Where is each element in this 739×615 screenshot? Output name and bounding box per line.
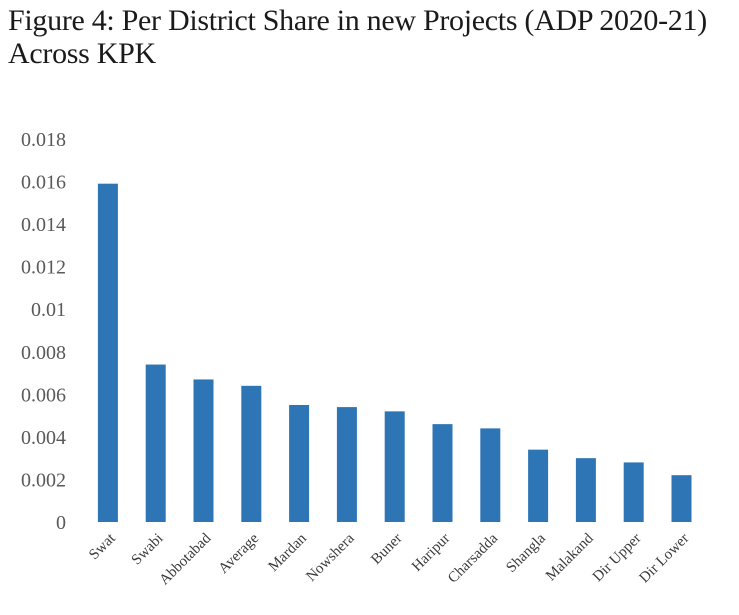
x-tick-label: Buner — [368, 531, 405, 568]
bars-group — [97, 183, 692, 522]
y-tick-label: 0.01 — [31, 299, 66, 321]
bar-haripur — [432, 424, 453, 522]
x-tick-label: Shangla — [503, 530, 549, 576]
x-tick-label: Malakand — [543, 530, 597, 584]
x-tick-label: Charsadda — [445, 530, 501, 586]
bar-average — [241, 385, 262, 522]
x-tick-label: Swat — [86, 530, 119, 563]
bar-dir-lower — [671, 475, 692, 522]
x-tick-label: Mardan — [266, 530, 311, 575]
y-tick-label: 0.018 — [21, 129, 66, 151]
y-tick-label: 0.016 — [21, 172, 66, 194]
x-tick-label: Swabi — [129, 531, 167, 569]
y-tick-label: 0.006 — [21, 384, 66, 406]
x-tick-label: Haripur — [409, 531, 453, 575]
x-tick-label: Dir Upper — [590, 531, 645, 586]
chart-title: Figure 4: Per District Share in new Proj… — [8, 4, 707, 70]
y-tick-label: 0 — [56, 512, 66, 534]
bar-mardan — [289, 404, 310, 522]
bar-dir-upper — [623, 462, 644, 522]
x-tick-label: Dir Lower — [637, 531, 693, 587]
y-tick-label: 0.012 — [21, 257, 66, 279]
bar-malakand — [575, 458, 596, 522]
y-axis-ticks: 0 0.002 0.004 0.006 0.008 0.01 0.012 0.014 0.016… — [21, 129, 66, 534]
y-tick-label: 0.014 — [21, 214, 66, 236]
y-tick-label: 0.004 — [21, 427, 66, 449]
bar-abbotabad — [193, 379, 214, 522]
bar-nowshera — [336, 407, 357, 522]
bar-buner — [384, 411, 405, 522]
y-tick-label: 0.008 — [21, 342, 66, 364]
x-tick-label: Nowshera — [303, 530, 358, 585]
y-tick-label: 0.002 — [21, 469, 66, 491]
bar-shangla — [528, 449, 549, 522]
bar-charsadda — [480, 428, 501, 522]
x-tick-label: Abbotabad — [156, 530, 214, 588]
x-tick-label: Average — [216, 530, 263, 577]
bar-swat — [97, 183, 118, 522]
bar-swabi — [145, 364, 166, 522]
